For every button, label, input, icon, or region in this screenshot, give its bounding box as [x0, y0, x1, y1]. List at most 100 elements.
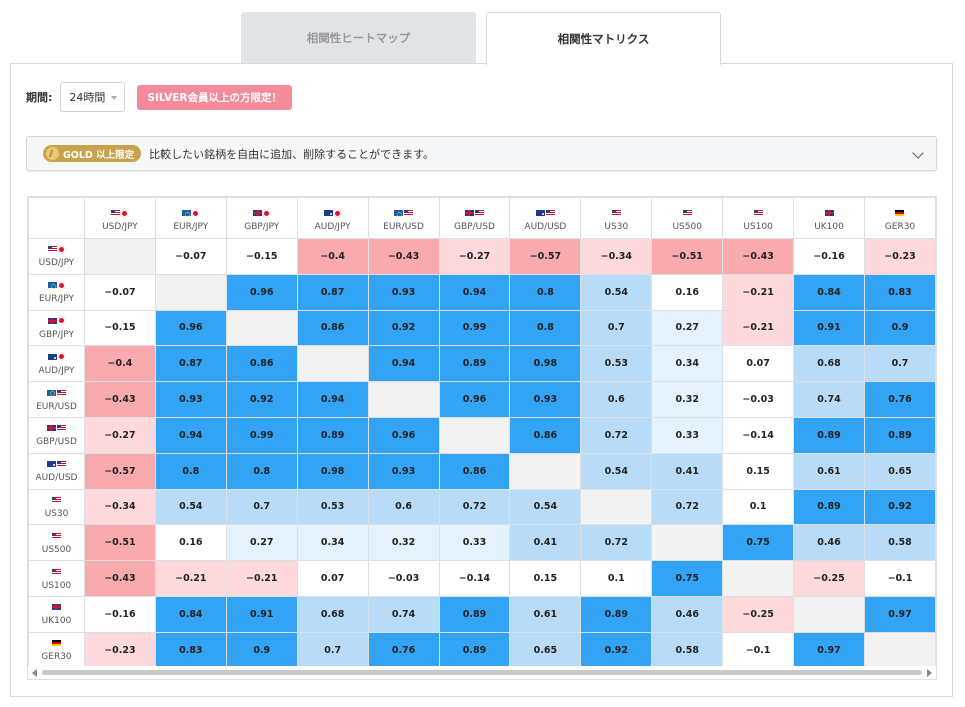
correlation-cell: −0.27 — [438, 238, 511, 275]
correlation-cell: 0.89 — [793, 488, 865, 526]
correlation-cell: −0.25 — [793, 560, 865, 597]
column-header: UK100 — [793, 197, 865, 239]
column-header-label: GBP/JPY — [244, 222, 280, 232]
correlation-cell: 0.16 — [154, 524, 227, 562]
period-value: 24時間 — [69, 91, 106, 104]
gold-feature-bar[interactable]: GOLD 以上限定 比較したい銘柄を自由に追加、削除することができます。 — [26, 136, 937, 171]
flag-au-icon — [535, 210, 545, 216]
diagonal-cell — [793, 595, 865, 633]
correlation-cell: 0.75 — [722, 524, 795, 562]
correlation-cell: 0.86 — [509, 416, 582, 454]
currency-flags-icon — [182, 209, 200, 218]
correlation-cell: 0.97 — [863, 595, 936, 633]
correlation-cell: 0.54 — [580, 452, 653, 490]
correlation-cell: −0.23 — [83, 631, 156, 669]
row-header: AUD/USD — [28, 452, 85, 490]
column-header: EUR/USD — [367, 197, 440, 239]
column-header-label: EUR/USD — [383, 222, 424, 232]
flag-us-icon — [56, 461, 66, 468]
column-header: GBP/JPY — [225, 197, 298, 239]
correlation-cell: 0.96 — [154, 309, 227, 347]
correlation-cell: 0.33 — [651, 416, 724, 454]
correlation-cell: 0.94 — [438, 273, 511, 311]
correlation-cell: 0.76 — [367, 631, 440, 669]
correlation-cell: −0.34 — [580, 238, 653, 275]
scrollbar-thumb[interactable] — [42, 670, 922, 675]
flag-de-icon — [51, 640, 61, 647]
row-header-label: US100 — [41, 580, 72, 591]
correlation-cell: 0.94 — [296, 381, 369, 418]
row-header-label: GER30 — [41, 652, 72, 663]
period-select[interactable]: 24時間 — [60, 82, 126, 112]
correlation-cell: 0.53 — [580, 345, 653, 383]
correlation-cell: 0.96 — [438, 381, 511, 418]
tab-bar: 相関性ヒートマップ 相関性マトリクス — [241, 12, 721, 65]
column-header-label: GBP/USD — [454, 222, 495, 232]
flag-us-icon — [753, 210, 763, 216]
correlation-cell: 0.98 — [296, 452, 369, 490]
row-header: GBP/JPY — [28, 309, 85, 347]
currency-flags-icon — [535, 209, 555, 218]
correlation-cell: 0.91 — [793, 309, 865, 347]
row-header-label: AUD/JPY — [38, 365, 75, 376]
currency-flags-icon — [47, 281, 65, 290]
correlation-cell: 0.84 — [154, 595, 227, 633]
diagonal-cell — [863, 631, 936, 669]
tab-correlation-heatmap[interactable]: 相関性ヒートマップ — [241, 12, 476, 64]
currency-flags-icon — [46, 424, 66, 433]
correlation-cell: 0.76 — [863, 381, 936, 418]
correlation-cell: 0.15 — [722, 452, 795, 490]
row-header: EUR/JPY — [28, 273, 85, 311]
correlation-cell: −0.07 — [154, 238, 227, 275]
table-row: GER30 −0.23 0.83 0.9 0.7 0.76 0.89 0.65 0.92 0.58… — [28, 631, 936, 669]
currency-flags-icon — [51, 639, 61, 648]
table-row: UK100 −0.16 0.84 0.91 0.68 0.74 0.89 0.61 0.89 0.… — [28, 595, 936, 633]
flag-gb-icon — [51, 604, 61, 611]
scroll-left-arrow-icon[interactable] — [32, 669, 37, 677]
correlation-cell: 0.33 — [438, 524, 511, 562]
correlation-cell: 0.07 — [296, 560, 369, 597]
chevron-down-icon[interactable] — [912, 147, 924, 159]
flag-gb-icon — [464, 210, 474, 216]
correlation-cell: −0.4 — [296, 238, 369, 275]
currency-flags-icon — [253, 209, 271, 218]
currency-flags-icon — [895, 209, 905, 218]
correlation-cell: −0.43 — [83, 560, 156, 597]
flag-jp-icon — [121, 209, 129, 217]
correlation-table: USD/JPY EUR/JPY GBP/JPY AUD/JPY EUR/USD GBP/U… — [28, 197, 936, 669]
correlation-cell: 0.41 — [509, 524, 582, 562]
correlation-cell: 0.65 — [509, 631, 582, 669]
correlation-cell: 0.61 — [509, 595, 582, 633]
column-header: EUR/JPY — [154, 197, 227, 239]
correlation-cell: 0.46 — [793, 524, 865, 562]
row-header-label: USD/JPY — [38, 258, 75, 269]
correlation-cell: −0.21 — [722, 309, 795, 347]
diagonal-cell — [83, 238, 156, 275]
correlation-cell: 0.93 — [154, 381, 227, 418]
table-row: US100 −0.43 −0.21 −0.21 0.07 −0.03 −0.14 0.15 0.… — [28, 560, 936, 597]
row-header-label: US30 — [44, 508, 69, 519]
column-header-label: US100 — [743, 222, 773, 232]
correlation-cell: 0.54 — [509, 488, 582, 526]
correlation-cell: 0.83 — [863, 273, 936, 311]
correlation-cell: 0.86 — [438, 452, 511, 490]
flag-us-icon — [56, 425, 66, 432]
correlation-cell: −0.1 — [863, 560, 936, 597]
currency-flags-icon — [324, 209, 342, 218]
flag-jp-icon — [57, 353, 65, 361]
correlation-cell: −0.15 — [225, 238, 298, 275]
correlation-cell: 0.89 — [863, 416, 936, 454]
correlation-cell: 0.72 — [580, 416, 653, 454]
correlation-cell: 0.75 — [651, 560, 724, 597]
correlation-cell: 0.93 — [367, 273, 440, 311]
flag-eu-icon — [47, 282, 57, 289]
scroll-right-arrow-icon[interactable] — [927, 669, 932, 677]
correlation-cell: 0.92 — [580, 631, 653, 669]
column-header-label: EUR/JPY — [173, 222, 209, 232]
correlation-cell: 0.8 — [509, 309, 582, 347]
correlation-cell: −0.57 — [83, 452, 156, 490]
horizontal-scrollbar[interactable] — [28, 666, 936, 679]
tab-correlation-matrix[interactable]: 相関性マトリクス — [486, 12, 721, 65]
diagonal-cell — [154, 273, 227, 311]
table-row: GBP/JPY −0.15 0.96 0.86 0.92 0.99 0.8 0.7 0.27 −0… — [28, 309, 936, 347]
